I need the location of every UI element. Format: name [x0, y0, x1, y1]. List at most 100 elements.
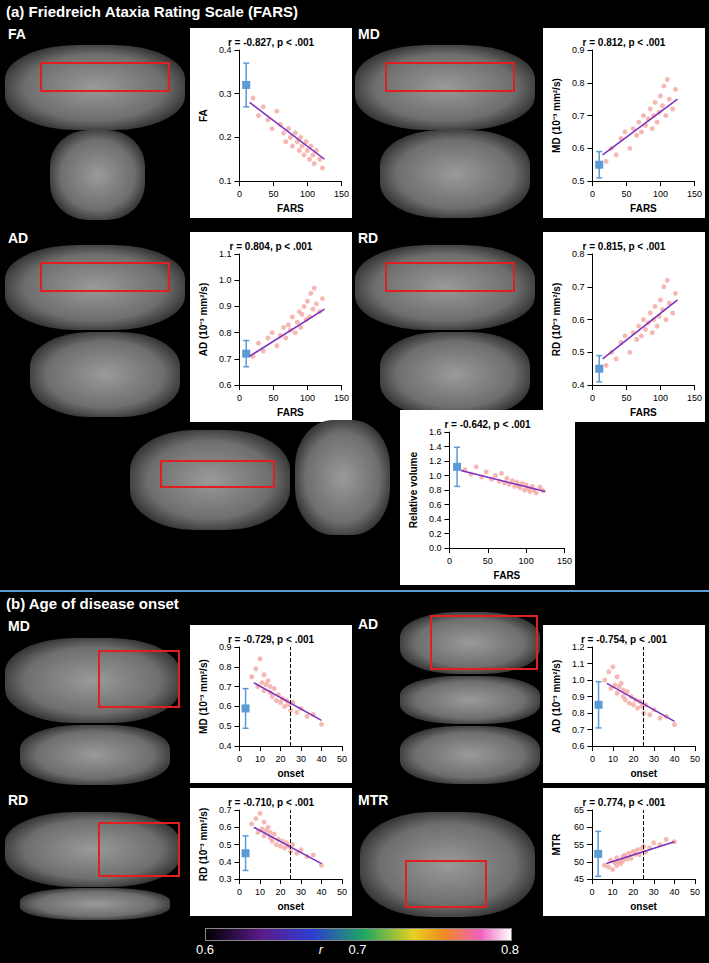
svg-text:r = 0.815, p < .001: r = 0.815, p < .001: [583, 241, 666, 252]
svg-text:30: 30: [649, 887, 659, 897]
svg-text:100: 100: [519, 556, 534, 566]
svg-text:45: 45: [574, 874, 584, 884]
svg-text:50: 50: [621, 393, 631, 403]
svg-text:RD (10⁻³ mm²/s): RD (10⁻³ mm²/s): [551, 283, 562, 357]
svg-text:50: 50: [574, 857, 584, 867]
svg-text:30: 30: [296, 887, 306, 897]
svg-text:50: 50: [483, 556, 493, 566]
svg-text:r = -0.827, p < .001: r = -0.827, p < .001: [228, 37, 315, 48]
svg-text:150: 150: [557, 556, 572, 566]
svg-text:0: 0: [590, 189, 595, 199]
svg-text:40: 40: [316, 887, 326, 897]
svg-text:50: 50: [337, 887, 347, 897]
svg-text:MD (10⁻³ mm²/s): MD (10⁻³ mm²/s): [551, 78, 562, 153]
svg-text:50: 50: [690, 754, 700, 764]
svg-text:0: 0: [237, 754, 242, 764]
svg-text:0.5: 0.5: [572, 347, 585, 357]
svg-text:1.0: 1.0: [429, 471, 442, 481]
svg-text:FA: FA: [198, 109, 209, 122]
svg-text:0.8: 0.8: [572, 78, 585, 88]
svg-text:onset: onset: [277, 901, 304, 912]
svg-text:r = -0.754, p < .001: r = -0.754, p < .001: [581, 634, 668, 645]
svg-text:10: 10: [608, 887, 618, 897]
svg-text:MTR: MTR: [551, 833, 562, 855]
svg-text:100: 100: [653, 393, 668, 403]
svg-text:0.6: 0.6: [572, 741, 585, 751]
svg-text:0.5: 0.5: [219, 721, 232, 731]
svg-text:50: 50: [268, 393, 278, 403]
svg-text:150: 150: [334, 393, 349, 403]
svg-text:0.6: 0.6: [572, 315, 585, 325]
svg-text:0.5: 0.5: [219, 840, 232, 850]
svg-text:0.9: 0.9: [572, 692, 585, 702]
svg-text:r = -0.642, p < .001: r = -0.642, p < .001: [444, 419, 531, 430]
svg-text:10: 10: [255, 754, 265, 764]
svg-text:50: 50: [690, 887, 700, 897]
svg-text:40: 40: [669, 754, 679, 764]
svg-text:0.0: 0.0: [429, 543, 442, 553]
svg-text:0.8: 0.8: [572, 708, 585, 718]
svg-text:150: 150: [687, 189, 702, 199]
svg-text:60: 60: [574, 822, 584, 832]
svg-text:onset: onset: [277, 768, 304, 779]
svg-text:0.6: 0.6: [572, 143, 585, 153]
svg-text:1.4: 1.4: [429, 442, 442, 452]
svg-text:50: 50: [268, 189, 278, 199]
svg-text:100: 100: [300, 189, 315, 199]
svg-text:0.2: 0.2: [219, 132, 232, 142]
svg-text:1.2: 1.2: [429, 456, 442, 466]
svg-text:30: 30: [296, 754, 306, 764]
svg-text:0: 0: [237, 887, 242, 897]
svg-text:1.0: 1.0: [572, 675, 585, 685]
svg-text:AD (10⁻³ mm²/s): AD (10⁻³ mm²/s): [551, 660, 562, 734]
svg-text:r = 0.812, p < .001: r = 0.812, p < .001: [583, 37, 666, 48]
svg-text:0.5: 0.5: [572, 176, 585, 186]
svg-text:100: 100: [653, 189, 668, 199]
svg-text:MD (10⁻³ mm²/s): MD (10⁻³ mm²/s): [198, 659, 209, 734]
svg-text:0.8: 0.8: [219, 328, 232, 338]
svg-text:RD (10⁻³ mm²/s): RD (10⁻³ mm²/s): [198, 808, 209, 882]
svg-text:r = 0.804, p < .001: r = 0.804, p < .001: [230, 241, 313, 252]
svg-text:0.3: 0.3: [219, 89, 232, 99]
svg-text:150: 150: [334, 189, 349, 199]
svg-text:10: 10: [255, 887, 265, 897]
svg-text:FARS: FARS: [630, 407, 657, 418]
svg-text:1.0: 1.0: [219, 275, 232, 285]
svg-text:30: 30: [649, 754, 659, 764]
svg-text:0.2: 0.2: [429, 529, 442, 539]
svg-text:55: 55: [574, 840, 584, 850]
svg-text:0.7: 0.7: [219, 354, 232, 364]
svg-text:0: 0: [447, 556, 452, 566]
svg-text:0.7: 0.7: [572, 282, 585, 292]
svg-text:0.4: 0.4: [572, 380, 585, 390]
svg-text:0.1: 0.1: [219, 176, 232, 186]
svg-text:20: 20: [628, 754, 638, 764]
svg-text:1.6: 1.6: [429, 427, 442, 437]
svg-text:FARS: FARS: [277, 407, 304, 418]
svg-text:0: 0: [589, 887, 594, 897]
svg-text:20: 20: [628, 887, 638, 897]
svg-text:0.7: 0.7: [572, 725, 585, 735]
svg-text:onset: onset: [630, 901, 657, 912]
svg-text:0: 0: [590, 393, 595, 403]
svg-text:20: 20: [275, 887, 285, 897]
svg-text:0: 0: [590, 754, 595, 764]
svg-text:0.4: 0.4: [219, 741, 232, 751]
svg-text:150: 150: [687, 393, 702, 403]
svg-text:0.7: 0.7: [219, 682, 232, 692]
svg-text:r = -0.729, p < .001: r = -0.729, p < .001: [228, 634, 315, 645]
svg-text:10: 10: [608, 754, 618, 764]
svg-text:FARS: FARS: [494, 570, 521, 581]
svg-text:FARS: FARS: [277, 203, 304, 214]
svg-text:onset: onset: [630, 768, 657, 779]
svg-text:50: 50: [621, 189, 631, 199]
svg-text:r = -0.710, p < .001: r = -0.710, p < .001: [228, 797, 315, 808]
svg-text:AD (10⁻³ mm²/s): AD (10⁻³ mm²/s): [198, 283, 209, 357]
svg-text:0.4: 0.4: [429, 514, 442, 524]
svg-text:0.9: 0.9: [219, 301, 232, 311]
svg-text:0: 0: [237, 189, 242, 199]
svg-text:Relative volume: Relative volume: [408, 452, 419, 529]
svg-text:40: 40: [669, 887, 679, 897]
svg-text:0.4: 0.4: [219, 857, 232, 867]
svg-text:FARS: FARS: [630, 203, 657, 214]
